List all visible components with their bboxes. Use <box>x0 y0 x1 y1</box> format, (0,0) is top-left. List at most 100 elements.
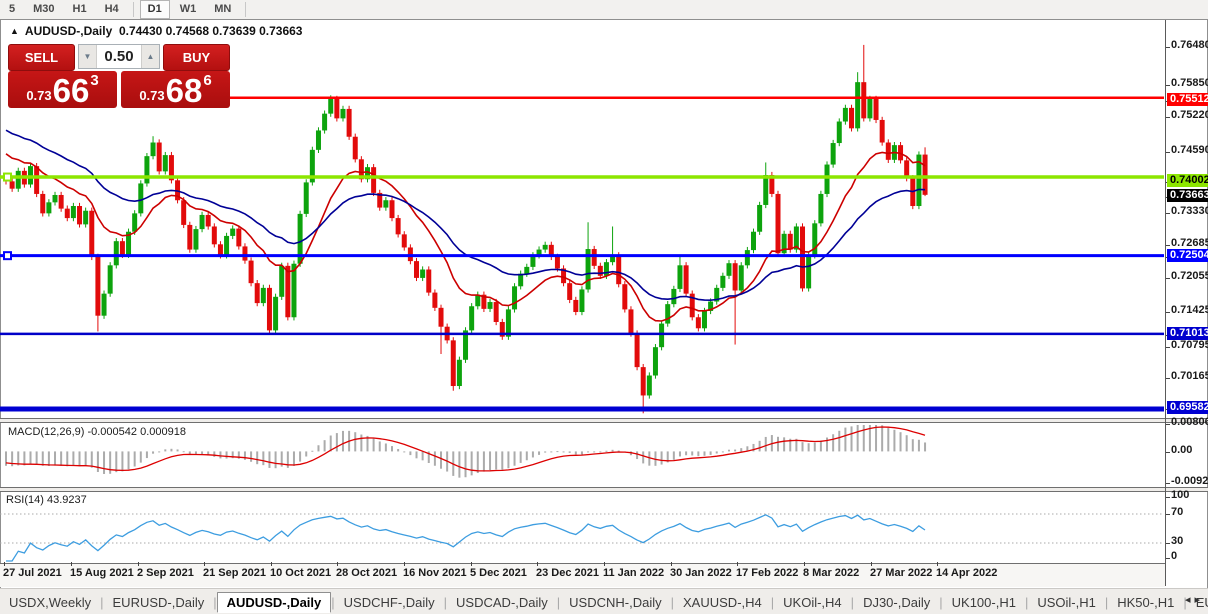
date-tick <box>4 562 5 566</box>
tab-separator: | <box>770 594 775 610</box>
chart-tab-audusd-daily[interactable]: AUDUSD-,Daily <box>216 591 332 613</box>
tab-separator: | <box>100 594 104 610</box>
price-axis-label: 30 <box>1171 535 1184 547</box>
axis-tick <box>1166 514 1170 515</box>
chart-tab-usdx-weekly[interactable]: USDX,Weekly <box>9 594 92 610</box>
chart-tab-ukoil-h4[interactable]: UKOil-,H4 <box>783 594 842 610</box>
tab-separator: | <box>443 594 448 610</box>
axis-tick <box>1166 347 1170 348</box>
price-axis-label: 0.73330 <box>1171 205 1208 217</box>
tab-separator: | <box>213 594 217 610</box>
timeframe-toolbar: 5 M30 H1 H4 D1 W1 MN <box>0 0 1208 20</box>
chart-tab-eurusd-daily[interactable]: EURUSD-,Daily <box>112 594 205 610</box>
timeframe-button-M30[interactable]: M30 <box>33 3 55 15</box>
price-axis-label: 0.00 <box>1171 444 1193 456</box>
tabbar-scroll-right-icon[interactable]: ▸ <box>1194 594 1204 606</box>
chart-canvas[interactable] <box>0 0 1165 614</box>
sell-price-base: 0.73 <box>26 88 52 103</box>
chart-menu-icon[interactable]: ▲ <box>10 26 19 36</box>
date-axis-strip[interactable] <box>0 563 1165 587</box>
axis-tick <box>1166 152 1170 153</box>
date-tick <box>804 562 805 566</box>
date-axis-label: 30 Jan 2022 <box>670 567 732 579</box>
date-axis-label: 27 Mar 2022 <box>870 567 933 579</box>
chart-tab-xauusd-h4[interactable]: XAUUSD-,H4 <box>683 594 762 610</box>
chart-tab-hk50-h1[interactable]: HK50-,H1 <box>1117 594 1175 610</box>
lot-size-input[interactable] <box>97 45 141 68</box>
lot-size-box: ▼ ▲ <box>78 44 160 69</box>
timeframe-button-H1[interactable]: H1 <box>72 3 87 15</box>
chart-tab-eu[interactable]: EU <box>1195 594 1208 610</box>
date-axis-label: 16 Nov 2021 <box>403 567 467 579</box>
axis-tick <box>1166 312 1170 313</box>
date-axis-label: 17 Feb 2022 <box>736 567 799 579</box>
chart-ohlc-values: 0.74430 0.74568 0.73639 0.73663 <box>118 24 303 38</box>
rsi-line <box>6 514 926 562</box>
sell-button[interactable]: SELL <box>8 44 75 71</box>
price-axis-label: 100 <box>1171 489 1190 501</box>
macd-signal-line <box>5 426 926 472</box>
price-axis-label: 0 <box>1171 550 1178 562</box>
date-tick <box>937 562 938 566</box>
date-axis-label: 8 Mar 2022 <box>803 567 860 579</box>
sell-price-pip: 3 <box>90 72 99 89</box>
chart-tab-usdcad-daily[interactable]: USDCAD-,Daily <box>456 594 548 610</box>
axis-tick <box>1166 452 1170 453</box>
date-tick <box>138 562 139 566</box>
axis-tick <box>1166 85 1170 86</box>
date-axis-label: 15 Aug 2021 <box>70 567 134 579</box>
sell-price-button[interactable]: 0.73 66 3 <box>8 71 117 108</box>
axis-tick <box>1166 558 1170 559</box>
price-axis-label: 0.75220 <box>1171 109 1208 121</box>
timeframe-button-D1[interactable]: D1 <box>139 0 170 19</box>
buy-price-button[interactable]: 0.73 68 6 <box>121 71 230 108</box>
timeframe-button-5[interactable]: 5 <box>9 3 16 15</box>
tab-separator: | <box>1024 594 1029 610</box>
toolbar-separator <box>132 2 134 17</box>
price-axis-label: 0.72685 <box>1171 237 1208 249</box>
buy-price-pip: 6 <box>203 72 212 89</box>
chart-tab-usdcnh-daily[interactable]: USDCNH-,Daily <box>569 594 662 610</box>
date-axis-label: 21 Sep 2021 <box>203 567 266 579</box>
tab-separator: | <box>556 594 561 610</box>
date-tick <box>604 562 605 566</box>
tabbar-scroll-left-icon[interactable]: ◂ <box>1184 594 1195 606</box>
pane-divider-rsi[interactable] <box>0 487 1208 492</box>
date-axis-label: 2 Sep 2021 <box>137 567 194 579</box>
price-axis-label: 0.76480 <box>1171 39 1208 51</box>
lot-decrease-icon[interactable]: ▼ <box>79 45 97 68</box>
price-axis-label: 0.74590 <box>1171 144 1208 156</box>
date-axis-label: 11 Jan 2022 <box>603 567 665 579</box>
price-axis-border <box>1165 20 1166 586</box>
date-axis-label: 23 Dec 2021 <box>536 567 599 579</box>
macd-indicator-label: MACD(12,26,9) -0.000542 0.000918 <box>8 426 186 438</box>
date-tick <box>71 562 72 566</box>
axis-tick <box>1166 245 1170 246</box>
timeframe-button-MN[interactable]: MN <box>214 3 232 15</box>
chart-tab-uk100-h1[interactable]: UK100-,H1 <box>951 594 1016 610</box>
date-tick <box>271 562 272 566</box>
buy-price-base: 0.73 <box>139 88 165 103</box>
chart-tab-dj30-daily[interactable]: DJ30-,Daily <box>863 594 931 610</box>
price-badge: 0.74002 <box>1167 174 1208 187</box>
price-badge: 0.69582 <box>1167 401 1208 414</box>
chart-tab-usoil-h1[interactable]: USOil-,H1 <box>1037 594 1096 610</box>
lot-increase-icon[interactable]: ▲ <box>141 45 159 68</box>
buy-button[interactable]: BUY <box>163 44 230 71</box>
price-axis-label: 0.71425 <box>1171 304 1208 316</box>
date-axis-label: 27 Jul 2021 <box>3 567 62 579</box>
price-axis-label: 70 <box>1171 506 1184 518</box>
axis-tick <box>1166 47 1170 48</box>
chart-tab-usdchf-daily[interactable]: USDCHF-,Daily <box>343 594 435 610</box>
date-tick <box>337 562 338 566</box>
timeframe-button-W1[interactable]: W1 <box>179 3 197 15</box>
chart-symbol-period: AUDUSD-,Daily <box>24 24 113 38</box>
pane-divider-macd[interactable] <box>0 418 1208 423</box>
price-axis-label: 0.008061 <box>1171 416 1208 428</box>
hline-marker <box>3 251 12 261</box>
tab-separator: | <box>1104 594 1109 610</box>
date-axis-label: 10 Oct 2021 <box>270 567 332 579</box>
tab-separator: | <box>1183 594 1187 610</box>
timeframe-button-H4[interactable]: H4 <box>104 3 119 15</box>
